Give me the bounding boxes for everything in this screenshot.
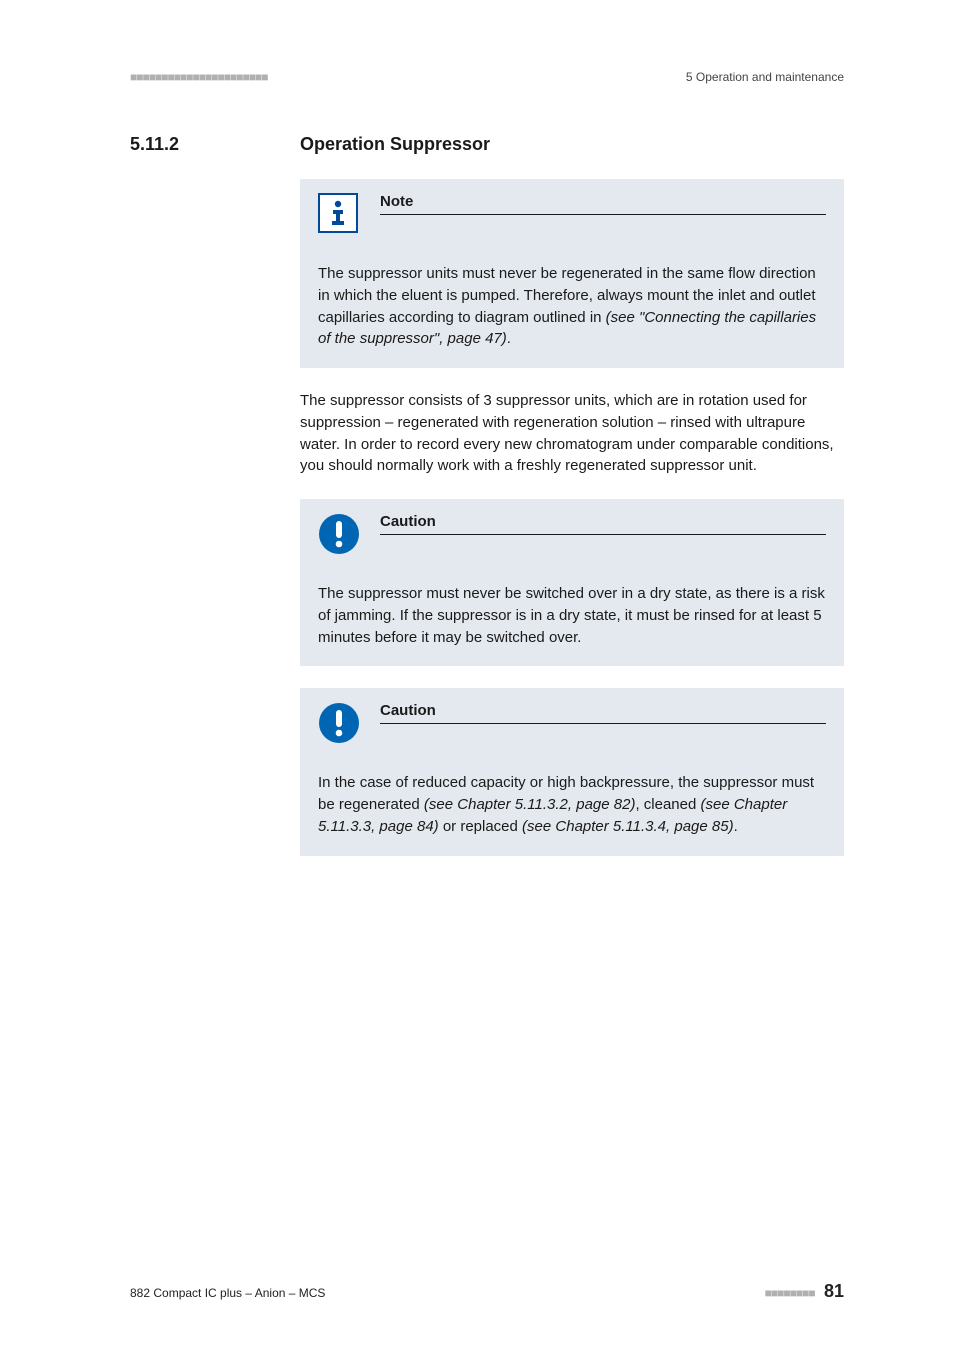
footer-page-number: 81 xyxy=(824,1281,844,1301)
note-label: Note xyxy=(380,193,826,212)
caution-2-r3: (see Chapter 5.11.3.4, page 85) xyxy=(522,818,734,835)
caution-2-t2: , cleaned xyxy=(635,796,700,813)
header-dashes: ■■■■■■■■■■■■■■■■■■■■■■ xyxy=(130,70,267,84)
section-title: Operation Suppressor xyxy=(300,134,490,155)
caution-2-body: In the case of reduced capacity or high … xyxy=(318,772,826,837)
caution-icon xyxy=(318,702,362,746)
caution-2-label: Caution xyxy=(380,702,826,721)
caution-callout-2: Caution In the case of reduced capacity … xyxy=(300,688,844,855)
note-icon xyxy=(318,193,362,237)
caution-2-r1: (see Chapter 5.11.3.2, page 82) xyxy=(424,796,636,813)
caution-2-t3: or replaced xyxy=(439,818,522,835)
page-footer: 882 Compact IC plus – Anion – MCS ■■■■■■… xyxy=(130,1281,844,1302)
section-heading: 5.11.2 Operation Suppressor xyxy=(130,134,844,155)
header-chapter: 5 Operation and maintenance xyxy=(686,70,844,84)
section-number: 5.11.2 xyxy=(130,134,300,155)
caution-callout-1: Caution The suppressor must never be swi… xyxy=(300,499,844,666)
page-header: ■■■■■■■■■■■■■■■■■■■■■■ 5 Operation and m… xyxy=(130,70,844,84)
paragraph-1: The suppressor consists of 3 suppressor … xyxy=(300,390,844,477)
footer-dashes: ■■■■■■■■ xyxy=(765,1286,815,1300)
footer-product: 882 Compact IC plus – Anion – MCS xyxy=(130,1286,325,1300)
caution-2-t4: . xyxy=(734,818,738,835)
note-body-post: . xyxy=(507,330,511,347)
caution-1-body: The suppressor must never be switched ov… xyxy=(318,583,826,648)
caution-1-label: Caution xyxy=(380,513,826,532)
caution-icon xyxy=(318,513,362,557)
note-body: The suppressor units must never be regen… xyxy=(318,263,826,350)
note-callout: Note The suppressor units must never be … xyxy=(300,179,844,368)
